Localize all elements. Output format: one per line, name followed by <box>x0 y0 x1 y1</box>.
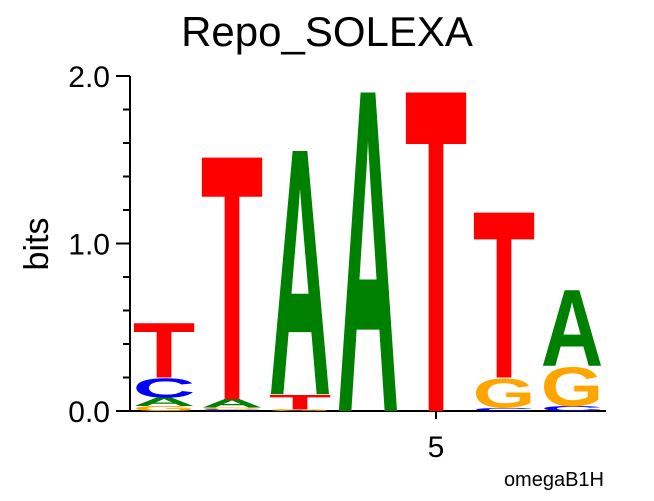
annotation: omegaB1H <box>504 469 604 491</box>
logo-letter: G <box>269 409 332 412</box>
logo-letter: C <box>473 407 536 412</box>
logo-letter: C <box>133 373 196 404</box>
logo-letter: T <box>201 81 264 474</box>
logo-letter: T <box>269 391 332 414</box>
y-tick-label: 1.0 <box>68 229 110 262</box>
logo-letter: G <box>133 405 196 413</box>
y-tick-label: 2.0 <box>68 61 110 94</box>
logo-letter: A <box>269 76 332 471</box>
logo-letter: G <box>541 356 604 418</box>
logo-letter: T <box>473 161 536 429</box>
logo-letter: G <box>473 371 536 417</box>
logo-letter: A <box>541 268 604 390</box>
y-axis-label: bits <box>18 218 56 271</box>
logo-letter: A <box>201 397 264 410</box>
logo-letter: T <box>405 0 468 496</box>
logo-letter: C <box>201 409 264 412</box>
chart-title: Repo_SOLEXA <box>181 8 473 55</box>
logo-letter: A <box>337 0 400 496</box>
logo-letter: G <box>201 407 264 410</box>
logo-letter: C <box>541 405 604 413</box>
x-tick-label: 5 <box>428 431 445 464</box>
y-tick-label: 0.0 <box>68 396 110 429</box>
logo-letter: A <box>133 396 196 409</box>
logo-letter: T <box>133 306 196 395</box>
